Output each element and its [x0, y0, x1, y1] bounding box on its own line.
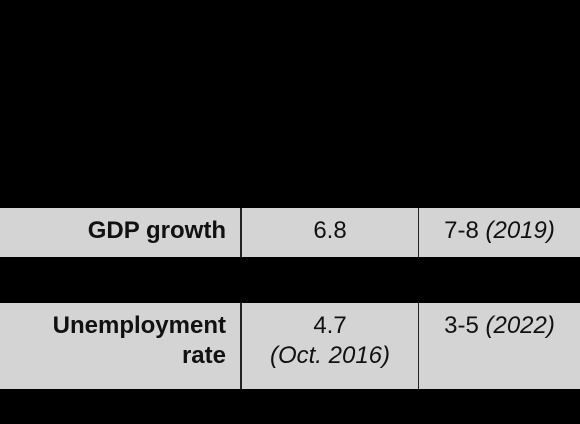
- current-cell: 6.8: [242, 208, 419, 257]
- current-value: 4.7: [313, 312, 347, 339]
- target-cell: 3-5 (2022): [419, 303, 580, 389]
- target-note: (2022): [485, 312, 555, 339]
- row-label: Unemployment rate: [0, 303, 242, 389]
- target-value: 7-8: [444, 217, 479, 244]
- target-cell: 7-8 (2019): [419, 208, 580, 257]
- table-row: GDP growth 6.8 7-8 (2019): [0, 208, 580, 257]
- row-label: GDP growth: [0, 208, 242, 257]
- target-note: (2019): [485, 217, 555, 244]
- current-cell: 4.7 (Oct. 2016): [242, 303, 419, 389]
- current-value: 6.8: [313, 217, 347, 244]
- current-note: (Oct. 2016): [269, 342, 391, 369]
- target-value: 3-5: [444, 312, 479, 339]
- table-row: Unemployment rate 4.7 (Oct. 2016) 3-5 (20…: [0, 303, 580, 389]
